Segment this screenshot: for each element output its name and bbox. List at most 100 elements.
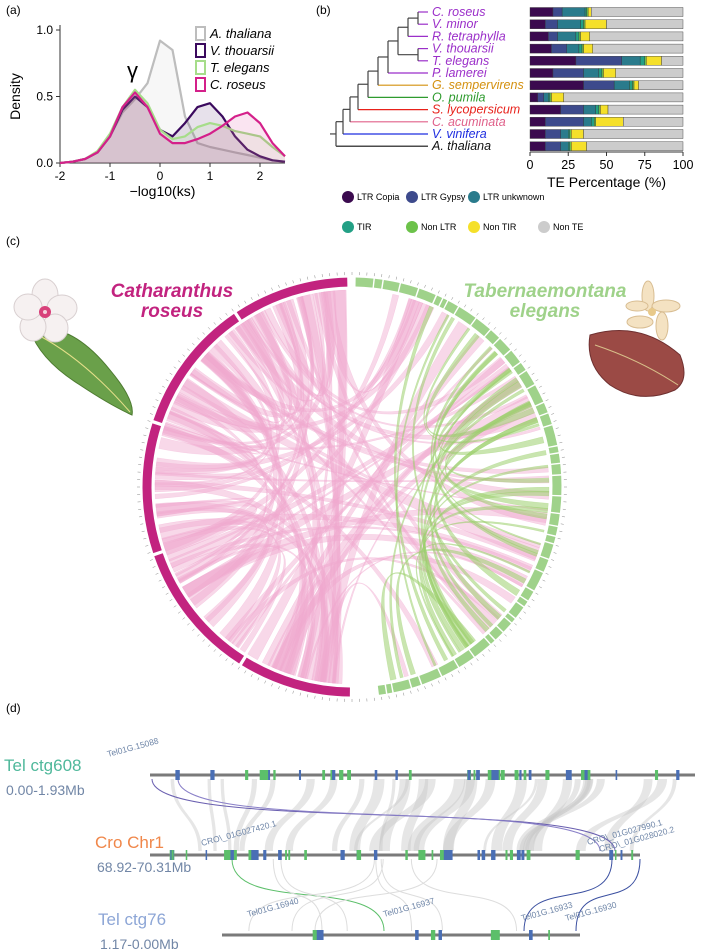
synteny-ribbon (154, 298, 417, 500)
contig-arc (439, 298, 448, 309)
synteny-link (264, 779, 315, 851)
x-axis-label: −log10(ks) (130, 183, 196, 199)
bar-segment (632, 80, 635, 90)
bar-segment (529, 43, 552, 54)
bar-segment (633, 80, 639, 90)
scale-tick (504, 634, 507, 637)
gene (210, 770, 215, 780)
scale-tick (292, 280, 294, 284)
gene (322, 770, 326, 780)
bar-segment (551, 43, 567, 54)
gene (259, 770, 269, 780)
species-label: T. elegans (432, 54, 489, 68)
scale-tick (237, 304, 240, 308)
synteny-ribbon (395, 548, 527, 676)
scale-tick (557, 434, 561, 436)
scale-tick (271, 683, 273, 687)
scale-tick (531, 599, 535, 602)
contig-arc (518, 371, 535, 389)
gene (205, 850, 208, 860)
scale-tick (559, 530, 563, 532)
ribbons (154, 289, 550, 685)
chromosome-arc (142, 423, 162, 554)
synteny-ribbon (155, 317, 286, 475)
bar-segment (584, 19, 607, 29)
synteny-ribbon (188, 351, 278, 606)
bar-segment (615, 68, 684, 78)
synteny-ribbon (271, 291, 333, 670)
legend-swatch (195, 26, 206, 41)
scale-tick (482, 317, 485, 321)
contig-arc (409, 676, 421, 688)
synteny-link (401, 779, 429, 851)
scale-tick (169, 599, 173, 602)
bar-segment (580, 31, 590, 42)
panel-label: (d) (6, 701, 21, 715)
scale-tick (207, 327, 211, 330)
bar-segment (561, 7, 586, 17)
bar-segment (595, 117, 624, 127)
scale-tick (431, 287, 433, 291)
y-tick-label: 0.0 (36, 156, 53, 170)
scale-tick (514, 623, 517, 626)
scale-tick (548, 406, 552, 408)
synteny-ribbon (162, 296, 313, 445)
scale-tick (155, 572, 159, 575)
scale-tick (149, 413, 153, 415)
contig-arc (373, 278, 383, 289)
scale-tick (213, 322, 216, 325)
scale-tick (158, 392, 162, 395)
synteny-ribbon (155, 502, 328, 683)
scale-tick (388, 275, 390, 279)
scale-tick (527, 366, 531, 369)
gene (477, 850, 480, 860)
density-area (60, 40, 285, 163)
highlight-link (272, 858, 323, 932)
chromosome-arc (241, 657, 350, 697)
scale-tick (207, 644, 211, 647)
scale-tick (417, 282, 419, 286)
scale-tick (192, 342, 195, 346)
contig-arc (543, 425, 558, 447)
bar-segment (548, 92, 551, 103)
synteny-link (603, 779, 653, 851)
synteny-ribbon (240, 319, 339, 684)
scale-tick (155, 399, 159, 402)
synteny-link (369, 779, 436, 851)
bar-segment (551, 92, 564, 103)
bar-segment (571, 141, 587, 151)
track-range: 68.92-70.31Mb (97, 859, 191, 875)
legend-swatch (342, 221, 354, 233)
scale-tick (482, 653, 485, 657)
gene (586, 770, 591, 780)
synteny-ribbon (417, 368, 512, 649)
synteny-ribbon (210, 346, 486, 635)
contig-arc (508, 602, 524, 618)
bar-segment (639, 56, 645, 66)
legend-swatch (195, 60, 206, 75)
legend-swatch (195, 43, 206, 58)
bar-segment (569, 129, 572, 139)
gene (581, 770, 585, 780)
bar-segment (586, 141, 684, 151)
scale-tick (509, 628, 512, 632)
bar-segment (529, 104, 561, 115)
bar-segment (529, 92, 538, 103)
synteny-ribbon (203, 351, 549, 474)
scale-tick (225, 658, 228, 662)
gene (529, 930, 533, 940)
synteny-link (491, 779, 528, 851)
gene (654, 770, 659, 780)
bar-segment (613, 80, 630, 90)
synteny-link (443, 779, 478, 851)
gene (439, 850, 444, 860)
gene-label: Tel01G.16940 (246, 896, 300, 919)
scale-tick (410, 690, 412, 694)
scale-tick (231, 662, 234, 666)
synteny-ribbon (432, 351, 539, 555)
scale-tick (417, 688, 419, 692)
scale-tick (177, 360, 181, 363)
synteny-ribbon (158, 290, 337, 456)
gene (477, 770, 480, 780)
synteny-link (576, 779, 668, 851)
